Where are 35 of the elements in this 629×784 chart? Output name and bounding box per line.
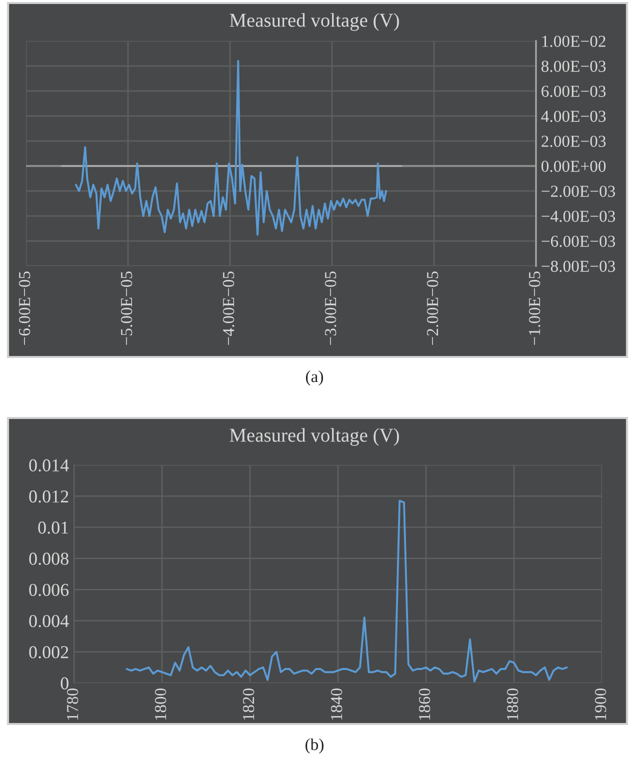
chart-title: Measured voltage (V) [230, 428, 399, 446]
x-tick-label: −2.00E−05 [426, 272, 438, 345]
x-tick-label: 1840 [330, 688, 342, 720]
y-tick-label: 0.008 [29, 552, 68, 565]
x-tick-label: 1820 [242, 688, 254, 720]
x-tick-label: 1860 [418, 688, 430, 720]
y2-tick-label: 2.00E−03 [542, 136, 606, 148]
x-tick-label: 1900 [594, 688, 606, 720]
y-tick-label: 0.006 [29, 584, 69, 596]
x-tick-label: −4.00E−05 [222, 272, 234, 345]
y-tick-label: 0.002 [29, 646, 68, 658]
x-tick-label: −1.00E−05 [528, 272, 540, 345]
x-tick-label: −6.00E−05 [18, 272, 30, 345]
text: (b) [306, 738, 324, 754]
x-tick-label: 1780 [66, 688, 78, 720]
y2-tick-label: 4.00E−03 [541, 110, 606, 122]
y-tick-label: 0.004 [29, 614, 69, 628]
y2-tick-label: 6.00E−03 [542, 86, 606, 98]
y-tick-label: 0.012 [29, 490, 68, 503]
y2-tick-label: −6.00E−03 [542, 236, 616, 248]
y-tick-label: 0.01 [38, 522, 68, 534]
chart-title: Measured voltage (V) [230, 13, 399, 31]
y-tick-label: 0.014 [29, 459, 69, 472]
x-tick-label: −3.00E−05 [324, 272, 336, 345]
y2-tick-label: 1.00E−02 [542, 36, 606, 48]
x-tick-label: 1800 [154, 688, 166, 720]
text: (a) [306, 370, 324, 386]
y-tick-label: 0 [60, 677, 68, 690]
x-tick-label: 1880 [506, 688, 518, 720]
x-tick-label: −5.00E−05 [120, 272, 132, 345]
y2-tick-label: −4.00E−03 [542, 210, 616, 222]
y2-tick-label: −8.00E−03 [542, 260, 616, 272]
y2-tick-label: 0.00E+00 [541, 160, 606, 172]
y2-tick-label: 8.00E−03 [541, 60, 606, 72]
y2-tick-label: −2.00E−03 [542, 186, 616, 198]
